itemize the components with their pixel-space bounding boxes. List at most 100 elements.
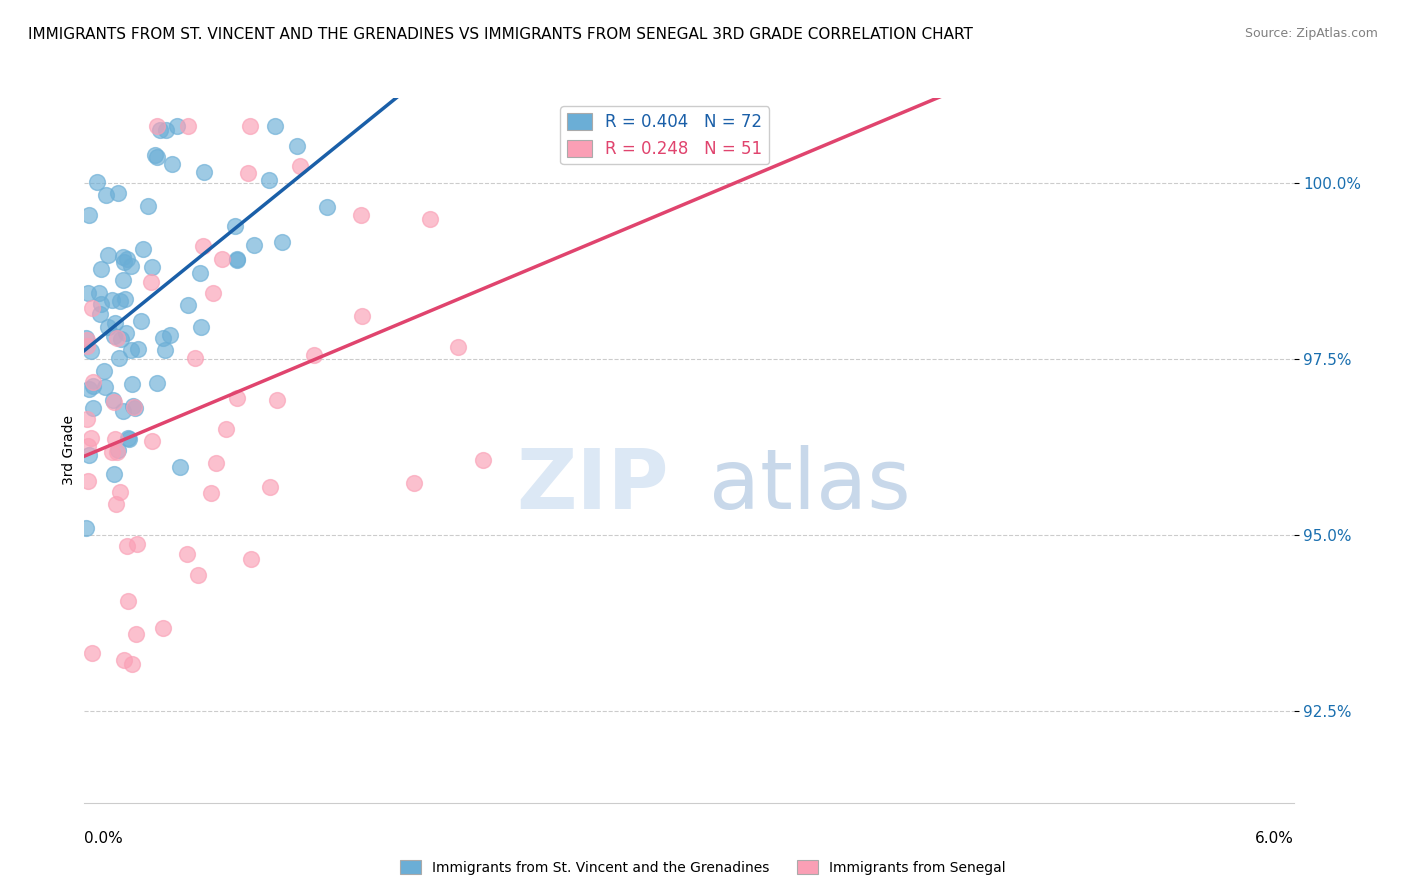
- Point: [77, 439, 100, 453]
- Point: [103, 393, 125, 408]
- Point: [105, 445, 128, 459]
- Point: [97, 248, 120, 262]
- Point: [266, 392, 288, 407]
- Point: [104, 317, 127, 331]
- Point: [76, 339, 98, 353]
- Point: [100, 445, 122, 459]
- Point: [93, 364, 115, 378]
- Point: [101, 293, 124, 307]
- Point: [418, 211, 440, 226]
- Point: [131, 314, 153, 328]
- Point: [121, 376, 143, 391]
- Point: [145, 150, 167, 164]
- Point: [288, 159, 311, 173]
- Point: [80, 646, 103, 660]
- Point: [263, 120, 285, 134]
- Point: [94, 188, 117, 202]
- Point: [159, 328, 181, 343]
- Point: [315, 200, 337, 214]
- Point: [103, 467, 125, 482]
- Point: [131, 242, 153, 256]
- Point: [104, 497, 127, 511]
- Text: 0.0%: 0.0%: [84, 831, 124, 846]
- Text: Source: ZipAtlas.com: Source: ZipAtlas.com: [1244, 27, 1378, 40]
- Legend: R = 0.404   N = 72, R = 0.248   N = 51: R = 0.404 N = 72, R = 0.248 N = 51: [561, 106, 769, 164]
- Point: [177, 120, 200, 134]
- Point: [76, 411, 98, 425]
- Text: IMMIGRANTS FROM ST. VINCENT AND THE GRENADINES VS IMMIGRANTS FROM SENEGAL 3RD GR: IMMIGRANTS FROM ST. VINCENT AND THE GREN…: [28, 27, 973, 42]
- Point: [108, 351, 131, 366]
- Point: [82, 378, 104, 392]
- Point: [146, 376, 169, 390]
- Point: [125, 626, 148, 640]
- Point: [302, 348, 325, 362]
- Point: [82, 301, 104, 316]
- Point: [285, 138, 308, 153]
- Point: [146, 120, 169, 134]
- Point: [176, 547, 198, 561]
- Point: [115, 252, 138, 266]
- Point: [193, 164, 215, 178]
- Point: [205, 456, 228, 470]
- Point: [107, 186, 129, 201]
- Point: [103, 328, 125, 343]
- Point: [111, 250, 134, 264]
- Point: [89, 307, 111, 321]
- Point: [82, 376, 104, 390]
- Point: [127, 537, 149, 551]
- Text: 6.0%: 6.0%: [1254, 831, 1294, 846]
- Point: [114, 292, 136, 306]
- Point: [211, 252, 233, 267]
- Point: [112, 653, 135, 667]
- Point: [120, 260, 142, 274]
- Point: [103, 395, 125, 409]
- Point: [447, 340, 470, 354]
- Point: [77, 208, 100, 222]
- Point: [97, 319, 120, 334]
- Point: [112, 254, 135, 268]
- Point: [111, 404, 134, 418]
- Point: [80, 431, 103, 445]
- Point: [270, 235, 292, 250]
- Point: [120, 343, 142, 357]
- Point: [94, 380, 117, 394]
- Point: [76, 333, 98, 347]
- Point: [225, 391, 247, 405]
- Point: [79, 343, 101, 358]
- Point: [169, 460, 191, 475]
- Point: [226, 252, 249, 267]
- Point: [153, 343, 176, 358]
- Point: [117, 432, 139, 446]
- Point: [243, 237, 266, 252]
- Point: [239, 120, 262, 134]
- Point: [117, 431, 139, 445]
- Point: [127, 342, 149, 356]
- Point: [141, 260, 163, 274]
- Point: [104, 432, 127, 446]
- Point: [114, 326, 136, 340]
- Point: [112, 273, 135, 287]
- Text: ZIP: ZIP: [516, 445, 668, 526]
- Legend: Immigrants from St. Vincent and the Grenadines, Immigrants from Senegal: Immigrants from St. Vincent and the Gren…: [395, 855, 1011, 880]
- Point: [350, 208, 373, 222]
- Point: [183, 351, 205, 365]
- Text: atlas: atlas: [709, 445, 911, 526]
- Point: [110, 485, 132, 500]
- Point: [82, 401, 104, 415]
- Point: [215, 422, 238, 436]
- Point: [166, 120, 188, 134]
- Point: [105, 331, 128, 345]
- Point: [201, 285, 224, 300]
- Point: [90, 261, 112, 276]
- Point: [79, 382, 101, 396]
- Point: [122, 399, 145, 413]
- Point: [149, 123, 172, 137]
- Point: [238, 166, 260, 180]
- Point: [141, 275, 163, 289]
- Point: [77, 474, 100, 488]
- Point: [257, 173, 280, 187]
- Point: [86, 175, 108, 189]
- Point: [117, 593, 139, 607]
- Point: [191, 239, 214, 253]
- Point: [122, 400, 145, 414]
